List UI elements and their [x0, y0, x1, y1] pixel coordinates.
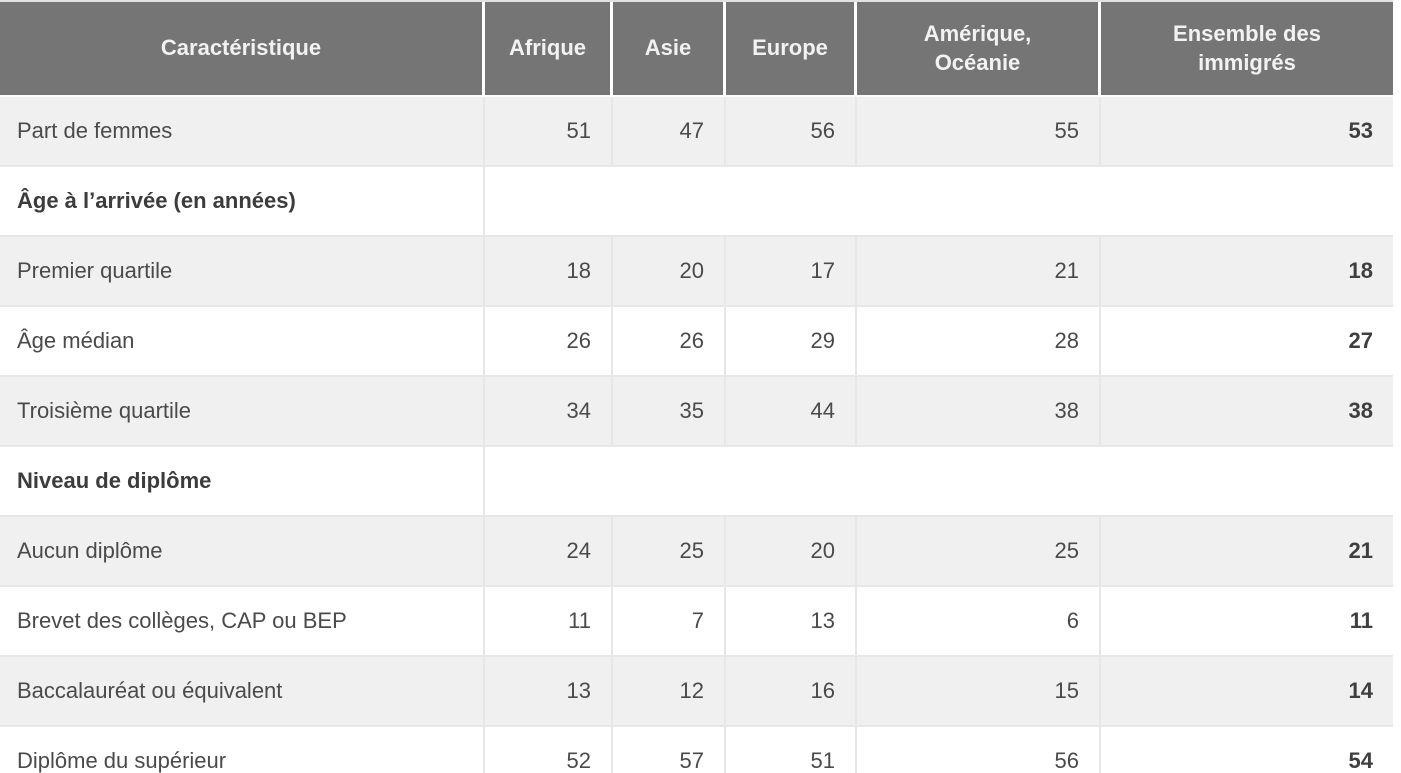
- cell-asie: 25: [613, 517, 726, 587]
- column-header-label: Asie: [644, 35, 692, 61]
- section-title: Niveau de diplôme: [0, 447, 485, 517]
- section-row-niveau-diplome: Niveau de diplôme: [0, 447, 1393, 517]
- cell-asie: 35: [613, 377, 726, 447]
- cell-afrique: 26: [485, 307, 613, 377]
- column-header-label: Ensemble des immigrés: [1173, 20, 1321, 75]
- cell-asie: 57: [613, 727, 726, 773]
- column-header-europe: Europe: [726, 2, 857, 97]
- cell-amerique-oceanie: 38: [857, 377, 1101, 447]
- cell-europe: 29: [726, 307, 857, 377]
- cell-afrique: 18: [485, 237, 613, 307]
- column-header-afrique: Afrique: [485, 2, 613, 97]
- cell-ensemble: 11: [1101, 587, 1393, 657]
- row-label: Diplôme du supérieur: [0, 727, 485, 773]
- section-empty-cells: [485, 447, 1393, 517]
- cell-ensemble: 54: [1101, 727, 1393, 773]
- row-label: Aucun diplôme: [0, 517, 485, 587]
- cell-europe: 20: [726, 517, 857, 587]
- table-row-troisieme-quartile: Troisième quartile 34 35 44 38 38: [0, 377, 1393, 447]
- cell-europe: 51: [726, 727, 857, 773]
- column-header-asie: Asie: [613, 2, 726, 97]
- cell-ensemble: 21: [1101, 517, 1393, 587]
- column-header-label: Caractéristique: [160, 35, 322, 61]
- cell-afrique: 24: [485, 517, 613, 587]
- column-header-label: Europe: [752, 35, 828, 61]
- table-header: Caractéristique Afrique Asie Europe Amér…: [0, 2, 1393, 97]
- cell-amerique-oceanie: 55: [857, 97, 1101, 167]
- table-row-part-de-femmes: Part de femmes 51 47 56 55 53: [0, 97, 1393, 167]
- table-row-baccalaureat: Baccalauréat ou équivalent 13 12 16 15 1…: [0, 657, 1393, 727]
- row-label: Part de femmes: [0, 97, 485, 167]
- cell-ensemble: 27: [1101, 307, 1393, 377]
- row-label: Troisième quartile: [0, 377, 485, 447]
- section-row-age-arrivee: Âge à l’arrivée (en années): [0, 167, 1393, 237]
- row-label: Premier quartile: [0, 237, 485, 307]
- cell-amerique-oceanie: 15: [857, 657, 1101, 727]
- cell-afrique: 11: [485, 587, 613, 657]
- table-body: Part de femmes 51 47 56 55 53 Âge à l’ar…: [0, 97, 1393, 773]
- cell-amerique-oceanie: 6: [857, 587, 1101, 657]
- column-header-label: Afrique: [509, 35, 586, 61]
- cell-afrique: 51: [485, 97, 613, 167]
- table-row-brevet-cap-bep: Brevet des collèges, CAP ou BEP 11 7 13 …: [0, 587, 1393, 657]
- cell-afrique: 13: [485, 657, 613, 727]
- cell-afrique: 34: [485, 377, 613, 447]
- cell-europe: 17: [726, 237, 857, 307]
- table-row-premier-quartile: Premier quartile 18 20 17 21 18: [0, 237, 1393, 307]
- cell-afrique: 52: [485, 727, 613, 773]
- cell-europe: 13: [726, 587, 857, 657]
- section-title: Âge à l’arrivée (en années): [0, 167, 485, 237]
- row-label: Brevet des collèges, CAP ou BEP: [0, 587, 485, 657]
- cell-ensemble: 38: [1101, 377, 1393, 447]
- cell-europe: 56: [726, 97, 857, 167]
- column-header-amerique-oceanie: Amérique, Océanie: [857, 2, 1101, 97]
- column-header-caracteristique: Caractéristique: [0, 2, 485, 97]
- cell-amerique-oceanie: 25: [857, 517, 1101, 587]
- cell-amerique-oceanie: 21: [857, 237, 1101, 307]
- cell-asie: 7: [613, 587, 726, 657]
- row-label: Baccalauréat ou équivalent: [0, 657, 485, 727]
- table-row-age-median: Âge médian 26 26 29 28 27: [0, 307, 1393, 377]
- cell-amerique-oceanie: 28: [857, 307, 1101, 377]
- table-row-diplome-superieur: Diplôme du supérieur 52 57 51 56 54: [0, 727, 1393, 773]
- cell-asie: 26: [613, 307, 726, 377]
- cell-asie: 20: [613, 237, 726, 307]
- cell-ensemble: 14: [1101, 657, 1393, 727]
- cell-amerique-oceanie: 56: [857, 727, 1101, 773]
- row-label: Âge médian: [0, 307, 485, 377]
- header-row: Caractéristique Afrique Asie Europe Amér…: [0, 2, 1393, 97]
- column-header-ensemble-immigres: Ensemble des immigrés: [1101, 2, 1393, 97]
- cell-asie: 12: [613, 657, 726, 727]
- section-empty-cells: [485, 167, 1393, 237]
- table-row-aucun-diplome: Aucun diplôme 24 25 20 25 21: [0, 517, 1393, 587]
- cell-europe: 16: [726, 657, 857, 727]
- cell-ensemble: 18: [1101, 237, 1393, 307]
- cell-ensemble: 53: [1101, 97, 1393, 167]
- cell-europe: 44: [726, 377, 857, 447]
- cell-asie: 47: [613, 97, 726, 167]
- column-header-label: Amérique, Océanie: [923, 20, 1032, 75]
